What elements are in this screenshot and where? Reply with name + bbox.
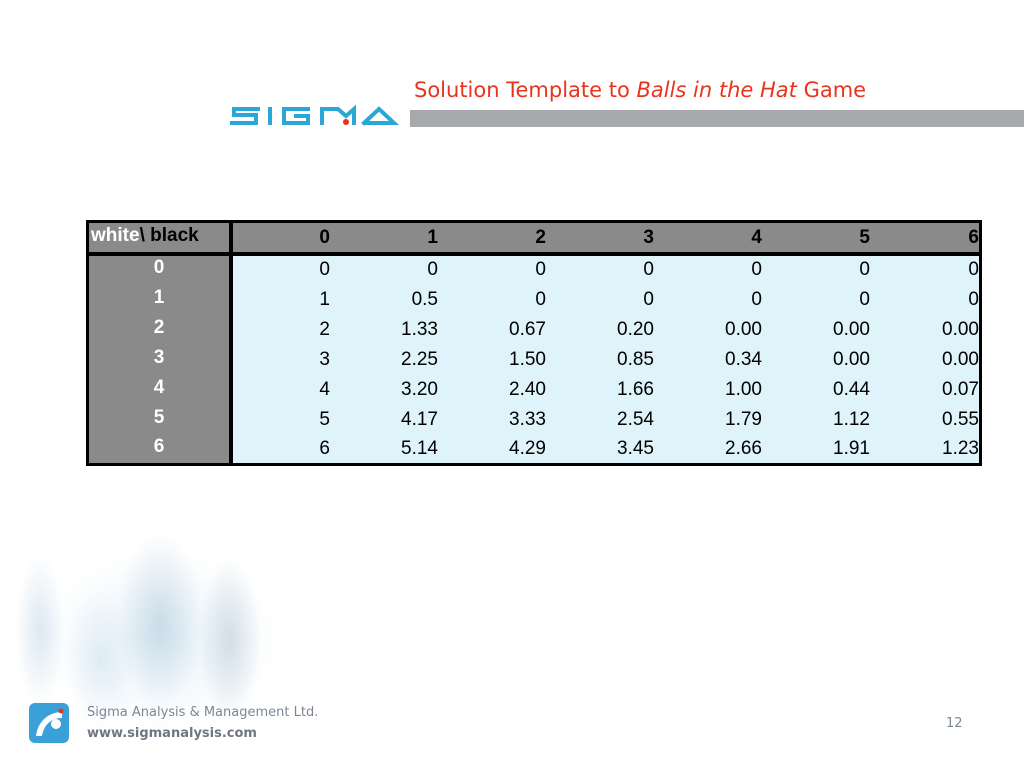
- table-cell: 0.07: [942, 379, 979, 400]
- table-cell: 2.40: [509, 379, 546, 400]
- table-cell: 4.17: [401, 409, 438, 430]
- page-number: 12: [946, 716, 963, 731]
- table-cell: 3.33: [509, 409, 546, 430]
- column-header: 0: [319, 227, 330, 248]
- table-cell: 0.00: [833, 319, 870, 340]
- row-header: 4: [153, 377, 165, 398]
- sigma-logo: [230, 104, 400, 126]
- company-icon: [29, 703, 69, 743]
- row-header: 3: [153, 347, 165, 368]
- table-cell: 0: [859, 289, 870, 310]
- table-cell: 0: [968, 259, 979, 280]
- table-cell: 2.54: [617, 409, 654, 430]
- table-cell: 1.66: [617, 379, 654, 400]
- table-body: [233, 256, 979, 463]
- table-cell: 0.44: [833, 379, 870, 400]
- table-cell: 0: [968, 289, 979, 310]
- corner-header: white\ black: [89, 223, 229, 252]
- column-header: 5: [859, 227, 870, 248]
- table-cell: 5: [319, 409, 330, 430]
- column-header: 3: [643, 227, 654, 248]
- table-cell: 0.55: [942, 409, 979, 430]
- footer-url[interactable]: www.sigmanalysis.com: [87, 726, 257, 741]
- column-header: 6: [968, 227, 979, 248]
- table-cell: 0: [643, 259, 654, 280]
- table-cell: 0.34: [725, 349, 762, 370]
- row-header: 0: [153, 257, 165, 278]
- table-cell: 0.00: [942, 349, 979, 370]
- header-rule: [410, 110, 1024, 127]
- table-cell: 1: [319, 289, 330, 310]
- table-cell: 1.50: [509, 349, 546, 370]
- table-cell: 0: [643, 289, 654, 310]
- table-cell: 0.20: [617, 319, 654, 340]
- table-cell: 5.14: [401, 438, 438, 459]
- table-cell: 0.00: [833, 349, 870, 370]
- table-cell: 3.20: [401, 379, 438, 400]
- table-cell: 1.79: [725, 409, 762, 430]
- table-cell: 1.33: [401, 319, 438, 340]
- row-header: 6: [153, 436, 165, 457]
- table-cell: 3: [319, 349, 330, 370]
- table-cell: 0: [535, 259, 546, 280]
- row-header: 2: [153, 317, 165, 338]
- table-cell: 0: [751, 259, 762, 280]
- column-header-bar: [233, 223, 979, 252]
- table-cell: 0.5: [411, 289, 438, 310]
- table-cell: 0: [427, 259, 438, 280]
- table-cell: 1.23: [942, 438, 979, 459]
- table-cell: 1.91: [833, 438, 870, 459]
- column-header: 1: [427, 227, 438, 248]
- table-cell: 2: [319, 319, 330, 340]
- table-cell: 6: [319, 438, 330, 459]
- table-cell: 2.25: [401, 349, 438, 370]
- row-header-bar: [89, 256, 229, 463]
- table-cell: 1.12: [833, 409, 870, 430]
- table-cell: 0.67: [509, 319, 546, 340]
- column-header: 2: [535, 227, 546, 248]
- table-cell: 0: [535, 289, 546, 310]
- table-cell: 0: [319, 259, 330, 280]
- table-cell: 4: [319, 379, 330, 400]
- table-cell: 0: [751, 289, 762, 310]
- row-header: 5: [153, 407, 165, 428]
- table-cell: 3.45: [617, 438, 654, 459]
- table-cell: 4.29: [509, 438, 546, 459]
- table-cell: 0.85: [617, 349, 654, 370]
- table-cell: 0: [859, 259, 870, 280]
- footer-company: Sigma Analysis & Management Ltd.: [87, 705, 319, 720]
- column-header: 4: [751, 227, 762, 248]
- background-crowd-image: [0, 470, 470, 768]
- table-cell: 0.00: [725, 319, 762, 340]
- table-cell: 0.00: [942, 319, 979, 340]
- table-cell: 2.66: [725, 438, 762, 459]
- row-header: 1: [153, 287, 165, 308]
- solution-table: white\ black 0 1 2 3 4 5 6 0 0 0 0 0 0 0…: [86, 220, 982, 466]
- table-cell: 1.00: [725, 379, 762, 400]
- slide-title: Solution Template to Balls in the Hat Ga…: [414, 78, 867, 102]
